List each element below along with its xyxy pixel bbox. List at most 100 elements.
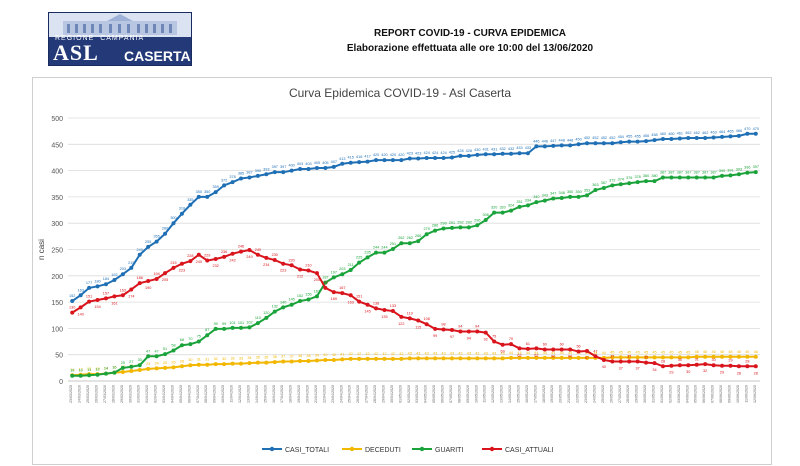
data-point-guariti xyxy=(449,225,454,230)
data-point-casi_attuali xyxy=(703,362,708,367)
x-tick-label: 20/04/2020 xyxy=(306,385,310,403)
data-label-casi_totali: 177 xyxy=(86,281,92,285)
data-point-deceduti xyxy=(559,355,564,360)
data-point-casi_attuali xyxy=(517,346,522,351)
data-label-guariti: 155 xyxy=(305,292,311,296)
x-tick-label: 06/04/2020 xyxy=(187,385,191,403)
data-label-casi_totali: 452 xyxy=(584,136,590,140)
data-point-guariti xyxy=(314,294,319,299)
data-label-casi_attuali: 138 xyxy=(373,301,379,305)
data-point-casi_attuali xyxy=(483,330,488,335)
data-label-casi_attuali: 29 xyxy=(720,371,724,375)
data-label-casi_attuali: 122 xyxy=(398,322,404,326)
data-point-casi_attuali xyxy=(652,361,657,366)
data-label-casi_totali: 428 xyxy=(457,149,463,153)
data-label-casi_totali: 460 xyxy=(668,132,674,136)
data-label-deceduti: 38 xyxy=(306,354,310,358)
data-point-casi_attuali xyxy=(314,271,319,276)
data-point-casi_attuali xyxy=(509,342,514,347)
x-tick-label: 18/04/2020 xyxy=(289,385,293,403)
data-point-deceduti xyxy=(196,362,201,367)
data-label-casi_totali: 462 xyxy=(685,131,691,135)
x-tick-label: 08/04/2020 xyxy=(204,385,208,403)
data-point-casi_totali xyxy=(433,155,438,160)
data-label-casi_totali: 463 xyxy=(710,130,716,134)
data-point-deceduti xyxy=(660,355,665,360)
data-point-deceduti xyxy=(618,355,623,360)
y-tick-label: 150 xyxy=(51,300,63,307)
x-tick-label: 10/04/2020 xyxy=(221,385,225,403)
data-label-casi_attuali: 57 xyxy=(585,356,589,360)
data-label-deceduti: 38 xyxy=(298,354,302,358)
data-point-casi_attuali xyxy=(374,306,379,311)
data-point-deceduti xyxy=(720,354,725,359)
data-label-casi_totali: 464 xyxy=(719,130,725,134)
data-point-guariti xyxy=(677,175,682,180)
data-point-casi_totali xyxy=(753,131,758,136)
data-point-casi_attuali xyxy=(551,347,556,352)
data-label-guariti: 363 xyxy=(592,183,598,187)
data-point-deceduti xyxy=(433,356,438,361)
data-label-casi_attuali: 177 xyxy=(322,281,328,285)
data-point-casi_attuali xyxy=(390,309,395,314)
data-point-casi_totali xyxy=(441,155,446,160)
logo-regione-text: REGIONE CAMPANIA xyxy=(55,35,145,42)
data-label-guariti: 262 xyxy=(398,236,404,240)
data-point-guariti xyxy=(306,297,311,302)
data-label-casi_totali: 431 xyxy=(483,147,489,151)
data-label-deceduti: 28 xyxy=(180,359,184,363)
data-label-deceduti: 46 xyxy=(745,350,749,354)
data-point-casi_attuali xyxy=(618,359,623,364)
data-label-casi_totali: 448 xyxy=(567,138,573,142)
data-label-casi_totali: 280 xyxy=(162,227,168,231)
data-point-casi_totali xyxy=(112,278,117,283)
data-point-guariti xyxy=(272,309,277,314)
data-point-guariti xyxy=(466,225,471,230)
data-point-casi_totali xyxy=(78,293,83,298)
data-label-guariti: 396 xyxy=(744,166,750,170)
data-label-casi_totali: 454 xyxy=(618,135,624,139)
data-label-casi_totali: 387 xyxy=(246,170,252,174)
data-label-casi_attuali: 215 xyxy=(170,261,176,265)
data-point-casi_attuali xyxy=(298,267,303,272)
data-point-guariti xyxy=(517,204,522,209)
data-point-casi_attuali xyxy=(610,359,615,364)
data-label-casi_totali: 447 xyxy=(550,139,556,143)
data-label-casi_totali: 255 xyxy=(145,240,151,244)
data-point-deceduti xyxy=(627,355,632,360)
x-tick-label: 01/06/2020 xyxy=(660,385,664,403)
data-label-deceduti: 37 xyxy=(290,355,294,359)
data-point-deceduti xyxy=(247,361,252,366)
data-label-casi_totali: 423 xyxy=(407,152,413,156)
data-label-casi_attuali: 28 xyxy=(661,359,665,363)
data-label-casi_totali: 397 xyxy=(280,165,286,169)
data-point-casi_attuali xyxy=(576,349,581,354)
data-label-casi_attuali: 194 xyxy=(153,272,159,276)
data-label-guariti: 11 xyxy=(87,368,91,372)
data-point-deceduti xyxy=(213,362,218,367)
data-point-casi_totali xyxy=(213,190,218,195)
data-label-casi_attuali: 232 xyxy=(213,264,219,268)
data-point-deceduti xyxy=(306,359,311,364)
data-label-guariti: 244 xyxy=(381,246,387,250)
data-label-deceduti: 44 xyxy=(509,351,513,355)
data-label-casi_attuali: 37 xyxy=(619,367,623,371)
data-label-casi_attuali: 30 xyxy=(711,358,715,362)
data-label-casi_totali: 428 xyxy=(466,149,472,153)
data-label-deceduti: 43 xyxy=(425,351,429,355)
data-point-casi_attuali xyxy=(95,297,100,302)
x-tick-label: 22/04/2020 xyxy=(322,385,326,403)
data-label-guariti: 380 xyxy=(651,174,657,178)
data-label-deceduti: 45 xyxy=(686,350,690,354)
data-label-casi_totali: 450 xyxy=(575,137,581,141)
data-point-casi_totali xyxy=(475,152,480,157)
data-point-guariti xyxy=(441,226,446,231)
data-point-casi_attuali xyxy=(677,363,682,368)
data-label-deceduti: 44 xyxy=(551,351,555,355)
data-point-guariti xyxy=(559,195,564,200)
data-point-casi_attuali xyxy=(255,252,260,257)
data-label-casi_attuali: 205 xyxy=(314,278,320,282)
data-label-casi_attuali: 223 xyxy=(280,269,286,273)
data-label-casi_totali: 446 xyxy=(542,139,548,143)
data-label-casi_attuali: 151 xyxy=(356,295,362,299)
